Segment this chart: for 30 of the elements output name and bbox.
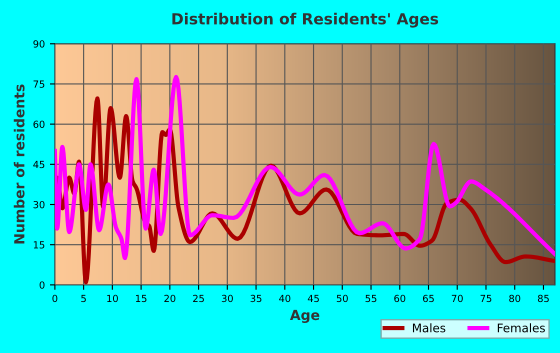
y-tick-label: 30: [34, 200, 45, 208]
y-tick-label: 0: [40, 281, 45, 289]
x-tick-label: 5: [81, 294, 86, 302]
x-tick-label: 50: [336, 294, 348, 302]
x-tick-label: 25: [193, 294, 204, 302]
x-tick-label: 40: [279, 294, 290, 302]
x-tick-label: 75: [480, 294, 492, 302]
x-tick-label: 80: [509, 294, 520, 302]
x-tick-label: 60: [394, 294, 406, 302]
x-tick-label: 15: [136, 294, 146, 302]
x-tick-label: 70: [452, 294, 463, 302]
x-tick-label: 45: [308, 294, 319, 302]
y-tick-label: 75: [34, 80, 44, 88]
y-axis-title: Number of residents: [14, 84, 25, 244]
x-tick-label: 30: [222, 294, 233, 302]
chart-title: Distribution of Residents' Ages: [172, 12, 438, 28]
x-axis-title: Age: [290, 310, 320, 323]
x-tick-label: 35: [250, 294, 262, 302]
y-tick-label: 45: [33, 160, 44, 168]
legend-label: Males: [412, 323, 446, 332]
y-tick-label: 15: [34, 241, 44, 249]
x-tick-label: 55: [366, 294, 376, 302]
y-tick-label: 60: [33, 120, 45, 128]
x-tick-label: 10: [107, 294, 118, 302]
legend-label: Females: [498, 323, 545, 332]
x-tick-label: 20: [164, 294, 176, 302]
x-tick-label: 0: [52, 294, 58, 302]
x-tick-label: 65: [422, 294, 434, 302]
y-tick-label: 90: [33, 40, 45, 48]
x-tick-label: 85: [538, 294, 549, 302]
